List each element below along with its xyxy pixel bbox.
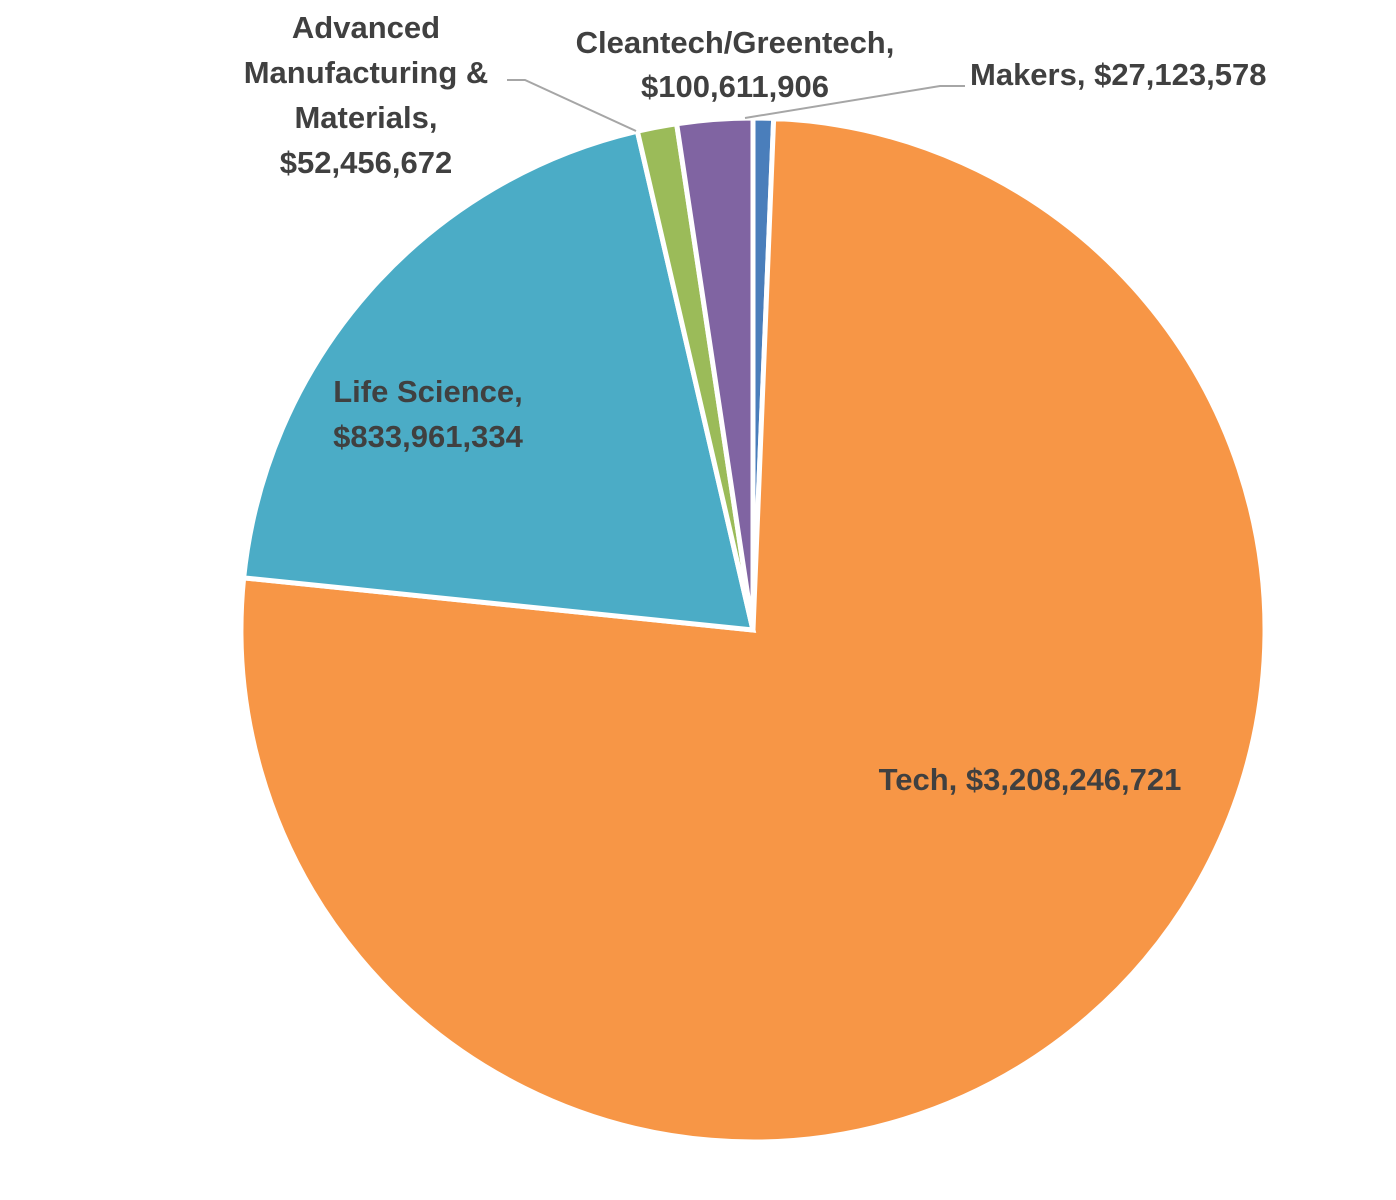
data-label-line: Makers, $27,123,578 xyxy=(970,57,1266,92)
pie-slice-cleantech-greentech xyxy=(673,115,756,631)
data-label-line: Life Science, xyxy=(333,374,523,409)
data-label-cleantech-greentech: Cleantech/Greentech, $100,611,906 xyxy=(576,25,895,104)
data-label-makers: Makers, $27,123,578 xyxy=(970,57,1266,92)
data-label-line: Materials, xyxy=(294,100,437,135)
data-label-line: Cleantech/Greentech, xyxy=(576,25,895,60)
data-label-line: Manufacturing & xyxy=(244,55,489,90)
data-labels-layer: Makers, $27,123,578 Tech, $3,208,246,721 L… xyxy=(244,10,1267,797)
leader-line-makers xyxy=(744,85,965,119)
data-label-line: $100,611,906 xyxy=(641,69,829,104)
data-label-life-science: Life Science, $833,961,334 xyxy=(333,374,523,454)
slices-layer xyxy=(238,115,1268,1145)
data-label-line: Tech, $3,208,246,721 xyxy=(879,762,1182,797)
data-label-line: Advanced xyxy=(292,10,440,45)
data-label-line: $833,961,334 xyxy=(333,419,523,454)
data-label-line: $52,456,672 xyxy=(280,145,452,180)
pie-slice-life-science xyxy=(240,128,757,633)
data-label-tech: Tech, $3,208,246,721 xyxy=(879,762,1182,797)
leader-line-advanced-manufacturing-materials xyxy=(507,79,637,132)
leader-lines-layer xyxy=(507,79,965,132)
data-label-advanced-manufacturing-materials: Advanced Manufacturing & Materials, $52,456… xyxy=(244,10,489,180)
